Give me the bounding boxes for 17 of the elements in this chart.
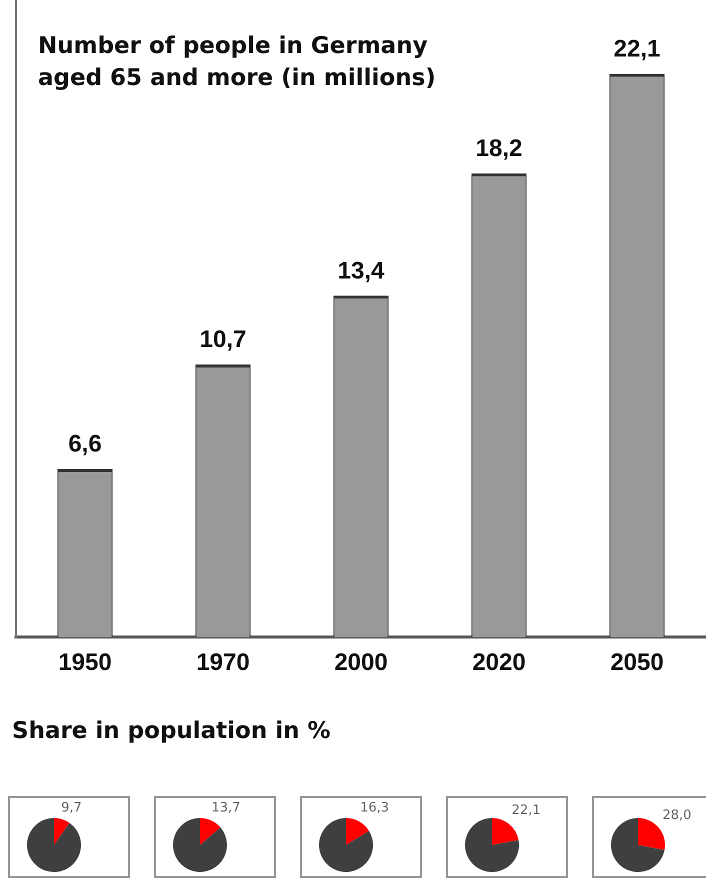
text: Share in population in % bbox=[12, 718, 331, 744]
x-tick-label: 2020 bbox=[472, 649, 526, 676]
x-tick-label: 2050 bbox=[610, 649, 664, 676]
chart-title: Number of people in Germany aged 65 and more (in millions) bbox=[38, 32, 437, 93]
x-tick-label: 1950 bbox=[58, 649, 112, 676]
data-label: 10,7 bbox=[200, 326, 246, 354]
data-label: 22,1 bbox=[614, 36, 660, 63]
data-label: 16,3 bbox=[360, 800, 390, 816]
data-label: 28,0 bbox=[662, 808, 692, 823]
x-tick-label: 2000 bbox=[334, 649, 388, 676]
data-label: 13,7 bbox=[211, 800, 240, 816]
data-label: 9,7 bbox=[61, 800, 82, 816]
data-label: 13,4 bbox=[338, 257, 386, 284]
data-label: 18,2 bbox=[476, 134, 522, 162]
data-label: 22,1 bbox=[512, 802, 541, 818]
data-label: 6,6 bbox=[68, 430, 102, 458]
x-tick-label: 1970 bbox=[196, 649, 250, 676]
